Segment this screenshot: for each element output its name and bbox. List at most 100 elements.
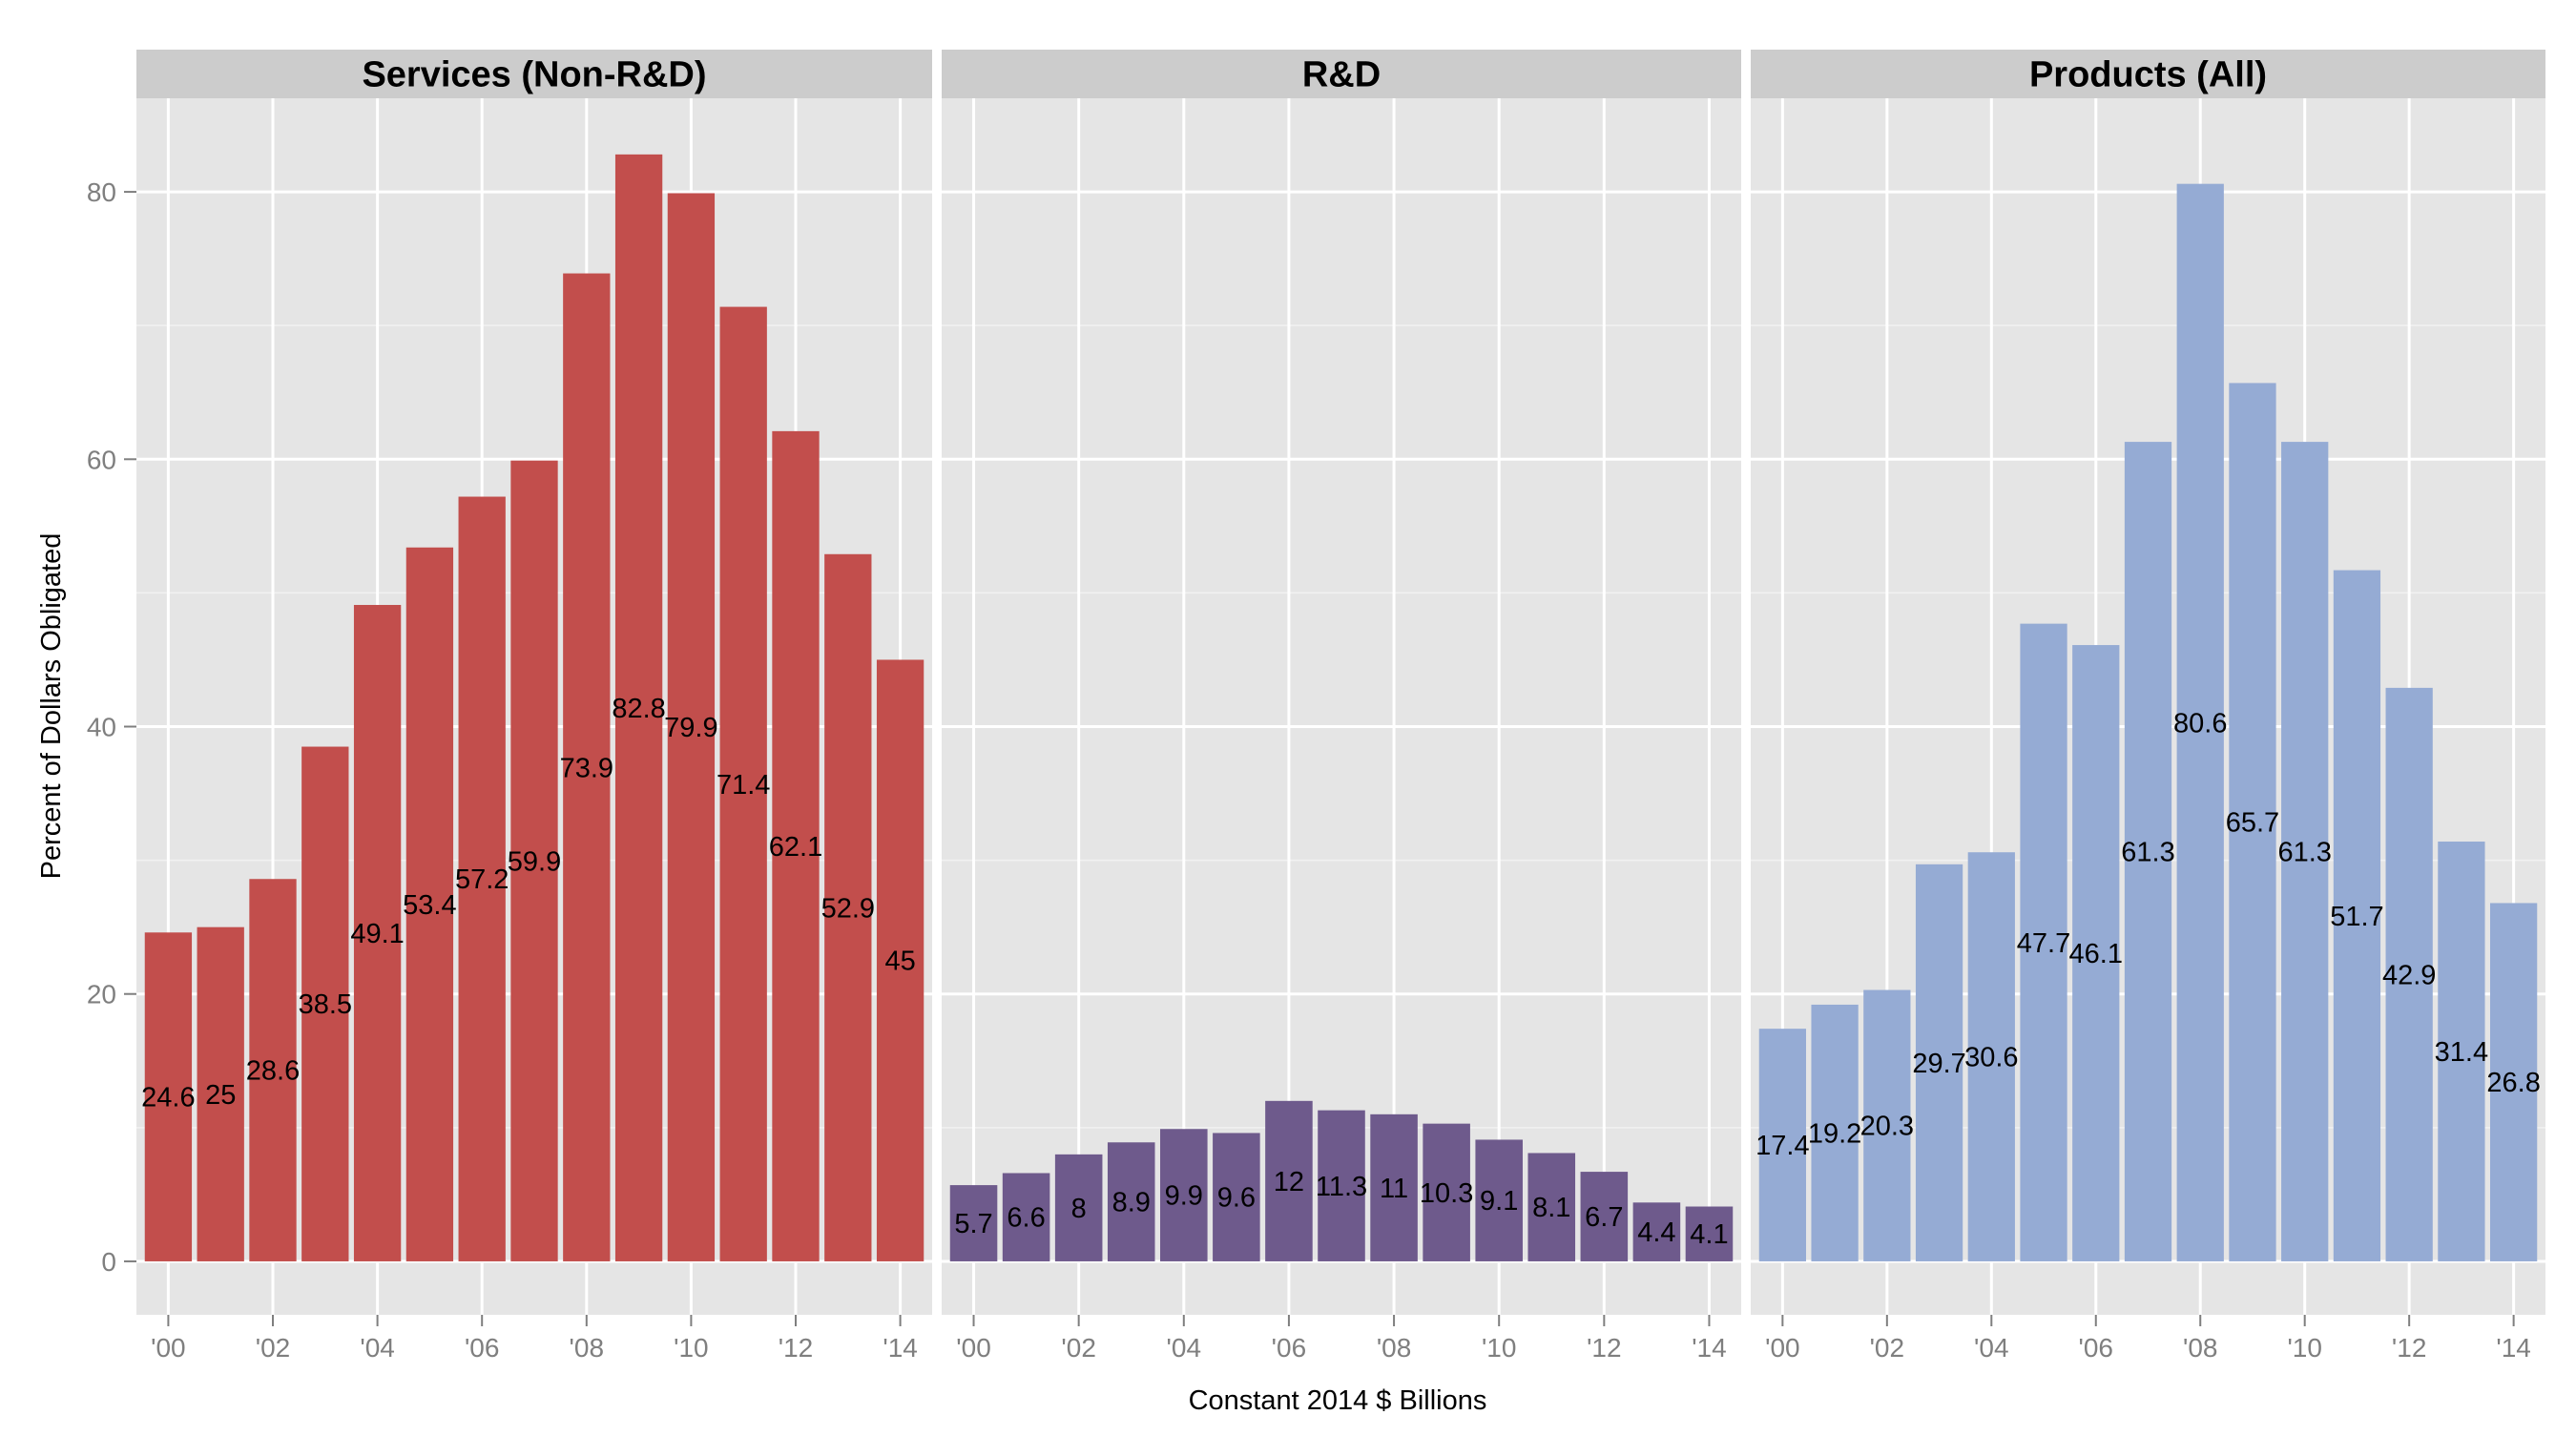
x-tick-label: '06 bbox=[465, 1333, 500, 1363]
data-label: 24.6 bbox=[141, 1083, 195, 1113]
bar bbox=[458, 496, 506, 1261]
bar bbox=[2281, 442, 2329, 1261]
data-label: 8 bbox=[1071, 1194, 1087, 1224]
facet-strip bbox=[942, 50, 1741, 98]
data-label: 19.2 bbox=[1808, 1118, 1861, 1149]
data-label: 30.6 bbox=[1964, 1043, 2018, 1073]
data-label: 8.1 bbox=[1532, 1193, 1570, 1223]
facet-panel: Products (All) 17.419.220.3 29.730.6 47.746… bbox=[1751, 50, 2545, 1363]
data-label: 20.3 bbox=[1860, 1112, 1914, 1142]
facet-strip bbox=[1751, 50, 2545, 98]
x-tick-label: '12 bbox=[2392, 1333, 2427, 1363]
bar bbox=[1632, 1202, 1681, 1261]
x-tick-label: '04 bbox=[1167, 1333, 1202, 1363]
bar bbox=[405, 547, 454, 1261]
bar bbox=[301, 746, 349, 1261]
data-label: 6.7 bbox=[1585, 1202, 1623, 1233]
bar bbox=[249, 879, 297, 1261]
x-tick-label: '10 bbox=[1482, 1333, 1517, 1363]
data-label: 9.6 bbox=[1217, 1183, 1256, 1214]
data-label: 62.1 bbox=[769, 832, 822, 863]
bar bbox=[1370, 1113, 1418, 1261]
bar bbox=[1423, 1123, 1470, 1261]
data-label: 65.7 bbox=[2226, 808, 2279, 839]
bar bbox=[2020, 623, 2067, 1261]
data-label: 29.7 bbox=[1912, 1049, 1965, 1079]
data-label: 42.9 bbox=[2382, 960, 2436, 990]
bar bbox=[2438, 842, 2485, 1261]
x-tick-label: '14 bbox=[1692, 1333, 1727, 1363]
bar bbox=[1580, 1172, 1629, 1261]
x-tick-label: '08 bbox=[1377, 1333, 1412, 1363]
data-label: 25 bbox=[205, 1080, 236, 1111]
data-label: 61.3 bbox=[2121, 838, 2174, 868]
x-tick-label: '00 bbox=[1765, 1333, 1800, 1363]
bar bbox=[197, 926, 244, 1261]
x-tick-label: '00 bbox=[956, 1333, 991, 1363]
y-tick-label: 60 bbox=[87, 445, 116, 474]
x-tick-label: '08 bbox=[570, 1333, 605, 1363]
data-label: 73.9 bbox=[560, 753, 613, 783]
bar bbox=[1002, 1173, 1050, 1261]
bar bbox=[1811, 1004, 1859, 1261]
x-tick-label: '14 bbox=[883, 1333, 918, 1363]
bar bbox=[614, 154, 663, 1261]
bar bbox=[2490, 903, 2538, 1261]
x-tick-label: '12 bbox=[779, 1333, 814, 1363]
bar bbox=[1054, 1154, 1103, 1261]
data-label: 51.7 bbox=[2330, 902, 2383, 932]
data-label: 26.8 bbox=[2486, 1068, 2540, 1098]
data-label: 47.7 bbox=[2017, 928, 2070, 959]
y-axis-title: Percent of Dollars Obligated bbox=[36, 533, 67, 880]
x-tick-label: '10 bbox=[2287, 1333, 2322, 1363]
data-label: 8.9 bbox=[1112, 1188, 1151, 1218]
bar bbox=[1527, 1153, 1576, 1261]
bar bbox=[1758, 1029, 1806, 1261]
bar bbox=[1967, 852, 2015, 1261]
x-axis-title: Constant 2014 $ Billions bbox=[1189, 1385, 1487, 1416]
data-label: 12 bbox=[1274, 1167, 1304, 1197]
x-tick-label: '08 bbox=[2183, 1333, 2218, 1363]
data-label: 80.6 bbox=[2173, 708, 2227, 739]
bar bbox=[563, 273, 611, 1261]
bar bbox=[667, 193, 716, 1261]
facet-panel: Services (Non-R&D) 24.6 25 28.6 38.5 49.153.4… bbox=[136, 50, 932, 1363]
bar bbox=[1915, 864, 1963, 1261]
facet-title: Services (Non-R&D) bbox=[362, 55, 706, 95]
data-label: 10.3 bbox=[1420, 1178, 1473, 1209]
y-tick-label: 80 bbox=[87, 177, 116, 207]
x-tick-label: '06 bbox=[2079, 1333, 2114, 1363]
data-label: 5.7 bbox=[954, 1209, 992, 1239]
data-label: 61.3 bbox=[2277, 838, 2331, 868]
bar bbox=[876, 659, 924, 1261]
data-label: 11 bbox=[1380, 1174, 1408, 1204]
bar bbox=[719, 306, 767, 1261]
facet-title: Products (All) bbox=[2029, 55, 2267, 95]
bar bbox=[2229, 383, 2276, 1261]
data-label: 53.4 bbox=[403, 890, 456, 921]
data-label: 6.6 bbox=[1007, 1203, 1045, 1234]
bar bbox=[824, 553, 872, 1261]
data-label: 46.1 bbox=[2069, 939, 2123, 969]
data-label: 59.9 bbox=[508, 846, 561, 877]
bar bbox=[1265, 1100, 1313, 1261]
y-axis: 0 20 40 60 80 bbox=[87, 177, 136, 1277]
bar bbox=[353, 605, 402, 1261]
x-tick-label: '02 bbox=[256, 1333, 291, 1363]
y-tick-label: 40 bbox=[87, 713, 116, 742]
x-tick-label: '10 bbox=[674, 1333, 709, 1363]
bar bbox=[1160, 1129, 1208, 1261]
data-label: 49.1 bbox=[350, 919, 404, 949]
x-tick-label: '00 bbox=[151, 1333, 186, 1363]
bar bbox=[2072, 645, 2120, 1261]
y-tick-label: 20 bbox=[87, 980, 116, 1009]
x-tick-label: '14 bbox=[2496, 1333, 2531, 1363]
data-label: 57.2 bbox=[455, 864, 509, 895]
x-tick-label: '06 bbox=[1272, 1333, 1307, 1363]
x-tick-label: '02 bbox=[1061, 1333, 1096, 1363]
bar bbox=[1213, 1133, 1260, 1261]
bar bbox=[1863, 989, 1911, 1261]
facet-panels: Services (Non-R&D) 24.6 25 28.6 38.5 49.153.4… bbox=[136, 50, 2545, 1363]
bar bbox=[1107, 1142, 1155, 1261]
x-tick-label: '04 bbox=[1974, 1333, 2009, 1363]
